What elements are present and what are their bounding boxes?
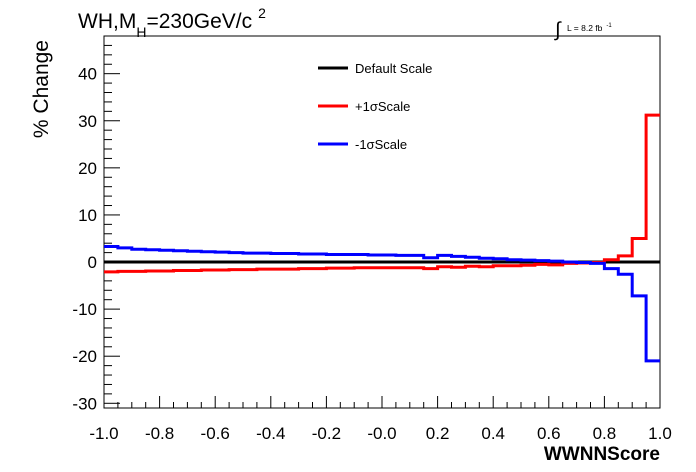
x-tick-label: 0.8	[593, 424, 617, 443]
series-line-2	[104, 247, 660, 361]
legend: Default Scale +1σScale -1σScale	[318, 61, 432, 152]
y-tick-label: 0	[88, 253, 97, 272]
plot-frame	[104, 36, 660, 408]
x-tick-label: -1.0	[89, 424, 118, 443]
title-sup: 2	[258, 5, 266, 21]
legend-label-0: Default Scale	[355, 61, 432, 76]
x-tick-label: 0.6	[537, 424, 561, 443]
y-tick-label: 30	[78, 112, 97, 131]
axis-ticks	[104, 36, 660, 408]
y-tick-label: -20	[72, 347, 97, 366]
legend-label-1: +1σScale	[355, 99, 410, 114]
title-main: WH,M	[78, 10, 136, 33]
chart: WH,MH=230GeV/c 2 ∫ L = 8.2 fb -1 % Change …	[0, 0, 696, 472]
y-tick-label: 20	[78, 159, 97, 178]
lumi-sup: -1	[606, 23, 612, 29]
x-axis-title: WWNNScore	[544, 444, 660, 465]
title-sub: H	[136, 24, 146, 40]
x-tick-label: 0.4	[481, 424, 505, 443]
y-tick-label: -30	[72, 394, 97, 413]
y-axis-title: % Change	[30, 40, 53, 138]
legend-label-2: -1σScale	[355, 137, 407, 152]
lumi-integral: ∫	[554, 19, 562, 41]
y-tick-label: 40	[78, 65, 97, 84]
lumi-text: L = 8.2 fb	[567, 23, 603, 33]
x-tick-label: -0.0	[367, 424, 396, 443]
y-tick-label: -10	[72, 300, 97, 319]
x-tick-label: -0.2	[312, 424, 341, 443]
x-tick-label: -0.4	[256, 424, 285, 443]
x-tick-label: 0.2	[426, 424, 450, 443]
x-tick-label: 1.0	[648, 424, 672, 443]
chart-title: WH,MH=230GeV/c 2	[78, 5, 266, 40]
lumi-label: L = 8.2 fb -1	[567, 23, 612, 33]
x-tick-label: -0.8	[145, 424, 174, 443]
title-rest: =230GeV/c	[146, 10, 252, 33]
x-tick-label: -0.6	[201, 424, 230, 443]
y-tick-label: 10	[78, 206, 97, 225]
